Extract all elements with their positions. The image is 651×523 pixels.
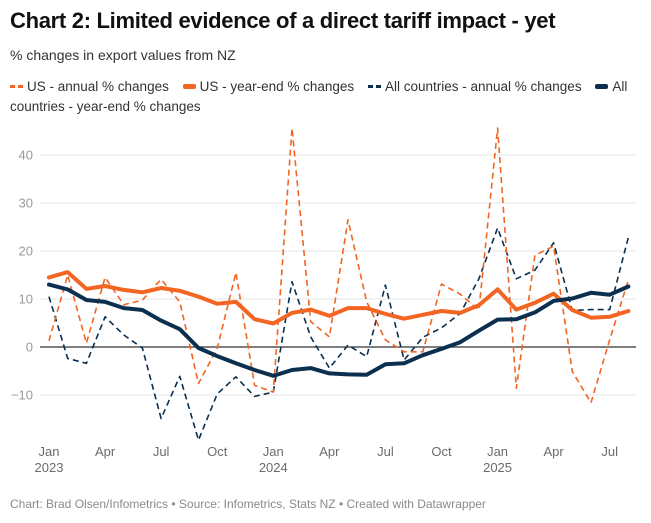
series-line-all-year-end xyxy=(47,282,631,378)
legend-label: All countries - year-end % changes xyxy=(10,79,628,114)
x-tick-year-label: 2024 xyxy=(259,460,288,475)
legend-label: US - annual % changes xyxy=(27,79,169,94)
y-tick-label: 0 xyxy=(26,340,33,355)
legend-item-us-annual[interactable]: US - annual % changes xyxy=(10,79,173,94)
x-tick-label: Jul xyxy=(153,444,170,459)
y-tick-label: 30 xyxy=(19,196,33,211)
legend-item-us-year-end[interactable]: US - year-end % changes xyxy=(182,79,358,94)
chart-subtitle: % changes in export values from NZ xyxy=(10,47,236,63)
solid-line-swatch-icon xyxy=(595,83,609,89)
legend: US - annual % changes US - year-end % ch… xyxy=(10,77,640,117)
y-tick-label: −10 xyxy=(11,388,33,403)
series-line-all-annual xyxy=(48,227,630,441)
x-tick-year-label: 2023 xyxy=(35,460,64,475)
x-tick-label: Apr xyxy=(95,444,116,459)
x-tick-label: Jan xyxy=(39,444,60,459)
dashed-line-swatch-icon xyxy=(367,85,381,88)
x-tick-label: Oct xyxy=(431,444,452,459)
x-tick-label: Jul xyxy=(377,444,394,459)
chart-footer: Chart: Brad Olsen/Infometrics • Source: … xyxy=(10,497,486,511)
solid-line-swatch-icon xyxy=(182,83,196,89)
x-tick-label: Jul xyxy=(601,444,618,459)
x-tick-label: Apr xyxy=(544,444,565,459)
x-tick-label: Oct xyxy=(207,444,228,459)
x-tick-label: Apr xyxy=(319,444,340,459)
x-tick-label: Jan xyxy=(487,444,508,459)
y-tick-label: 10 xyxy=(19,292,33,307)
y-axis: −10 0 10 20 30 40 xyxy=(11,148,33,403)
dashed-line-swatch-icon xyxy=(10,85,23,88)
y-tick-label: 20 xyxy=(19,244,33,259)
gridlines xyxy=(40,154,636,396)
series-line-us-year-end xyxy=(47,270,631,326)
x-tick-year-label: 2025 xyxy=(483,460,512,475)
legend-item-all-annual[interactable]: All countries - annual % changes xyxy=(367,79,585,94)
series-line-us-annual xyxy=(48,127,630,404)
y-tick-label: 40 xyxy=(19,148,33,163)
series-lines xyxy=(47,127,631,441)
legend-item-all-year-end[interactable]: All countries - year-end % changes xyxy=(10,79,627,114)
legend-label: All countries - annual % changes xyxy=(384,79,582,94)
chart-title: Chart 2: Limited evidence of a direct ta… xyxy=(10,8,556,33)
legend-label: US - year-end % changes xyxy=(199,79,355,94)
x-tick-label: Jan xyxy=(263,444,284,459)
